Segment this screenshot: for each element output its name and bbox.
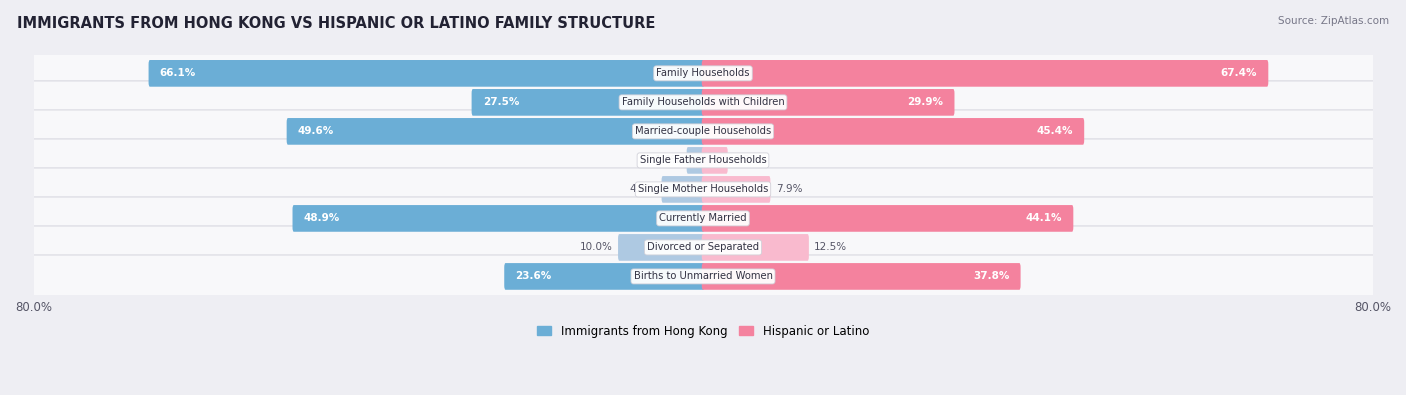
Text: 2.8%: 2.8% xyxy=(733,155,759,166)
FancyBboxPatch shape xyxy=(662,176,704,203)
Text: 49.6%: 49.6% xyxy=(298,126,335,136)
FancyBboxPatch shape xyxy=(27,52,1379,95)
Text: Source: ZipAtlas.com: Source: ZipAtlas.com xyxy=(1278,16,1389,26)
Text: 45.4%: 45.4% xyxy=(1036,126,1073,136)
Text: 29.9%: 29.9% xyxy=(907,98,943,107)
FancyBboxPatch shape xyxy=(505,263,704,290)
FancyBboxPatch shape xyxy=(702,176,770,203)
Text: 7.9%: 7.9% xyxy=(776,184,803,194)
Text: 66.1%: 66.1% xyxy=(160,68,195,78)
Text: Married-couple Households: Married-couple Households xyxy=(636,126,770,136)
Text: Family Households: Family Households xyxy=(657,68,749,78)
FancyBboxPatch shape xyxy=(27,168,1379,211)
FancyBboxPatch shape xyxy=(27,110,1379,153)
FancyBboxPatch shape xyxy=(149,60,704,87)
FancyBboxPatch shape xyxy=(471,89,704,116)
FancyBboxPatch shape xyxy=(702,263,1021,290)
Legend: Immigrants from Hong Kong, Hispanic or Latino: Immigrants from Hong Kong, Hispanic or L… xyxy=(533,320,873,342)
FancyBboxPatch shape xyxy=(702,118,1084,145)
Text: IMMIGRANTS FROM HONG KONG VS HISPANIC OR LATINO FAMILY STRUCTURE: IMMIGRANTS FROM HONG KONG VS HISPANIC OR… xyxy=(17,16,655,31)
FancyBboxPatch shape xyxy=(287,118,704,145)
Text: 10.0%: 10.0% xyxy=(579,243,613,252)
Text: 4.8%: 4.8% xyxy=(630,184,657,194)
Text: Births to Unmarried Women: Births to Unmarried Women xyxy=(634,271,772,281)
FancyBboxPatch shape xyxy=(27,226,1379,269)
FancyBboxPatch shape xyxy=(702,205,1073,232)
Text: 67.4%: 67.4% xyxy=(1220,68,1257,78)
Text: 37.8%: 37.8% xyxy=(973,271,1010,281)
FancyBboxPatch shape xyxy=(686,147,704,174)
FancyBboxPatch shape xyxy=(702,60,1268,87)
Text: 12.5%: 12.5% xyxy=(814,243,848,252)
Text: Divorced or Separated: Divorced or Separated xyxy=(647,243,759,252)
Text: 48.9%: 48.9% xyxy=(304,213,340,224)
FancyBboxPatch shape xyxy=(27,139,1379,182)
Text: 27.5%: 27.5% xyxy=(482,98,519,107)
Text: 1.8%: 1.8% xyxy=(655,155,682,166)
Text: Family Households with Children: Family Households with Children xyxy=(621,98,785,107)
FancyBboxPatch shape xyxy=(702,89,955,116)
FancyBboxPatch shape xyxy=(619,234,704,261)
FancyBboxPatch shape xyxy=(292,205,704,232)
Text: Single Father Households: Single Father Households xyxy=(640,155,766,166)
FancyBboxPatch shape xyxy=(702,234,808,261)
Text: Currently Married: Currently Married xyxy=(659,213,747,224)
Text: Single Mother Households: Single Mother Households xyxy=(638,184,768,194)
FancyBboxPatch shape xyxy=(27,255,1379,298)
Text: 44.1%: 44.1% xyxy=(1025,213,1062,224)
FancyBboxPatch shape xyxy=(702,147,728,174)
FancyBboxPatch shape xyxy=(27,81,1379,124)
FancyBboxPatch shape xyxy=(27,197,1379,240)
Text: 23.6%: 23.6% xyxy=(516,271,551,281)
